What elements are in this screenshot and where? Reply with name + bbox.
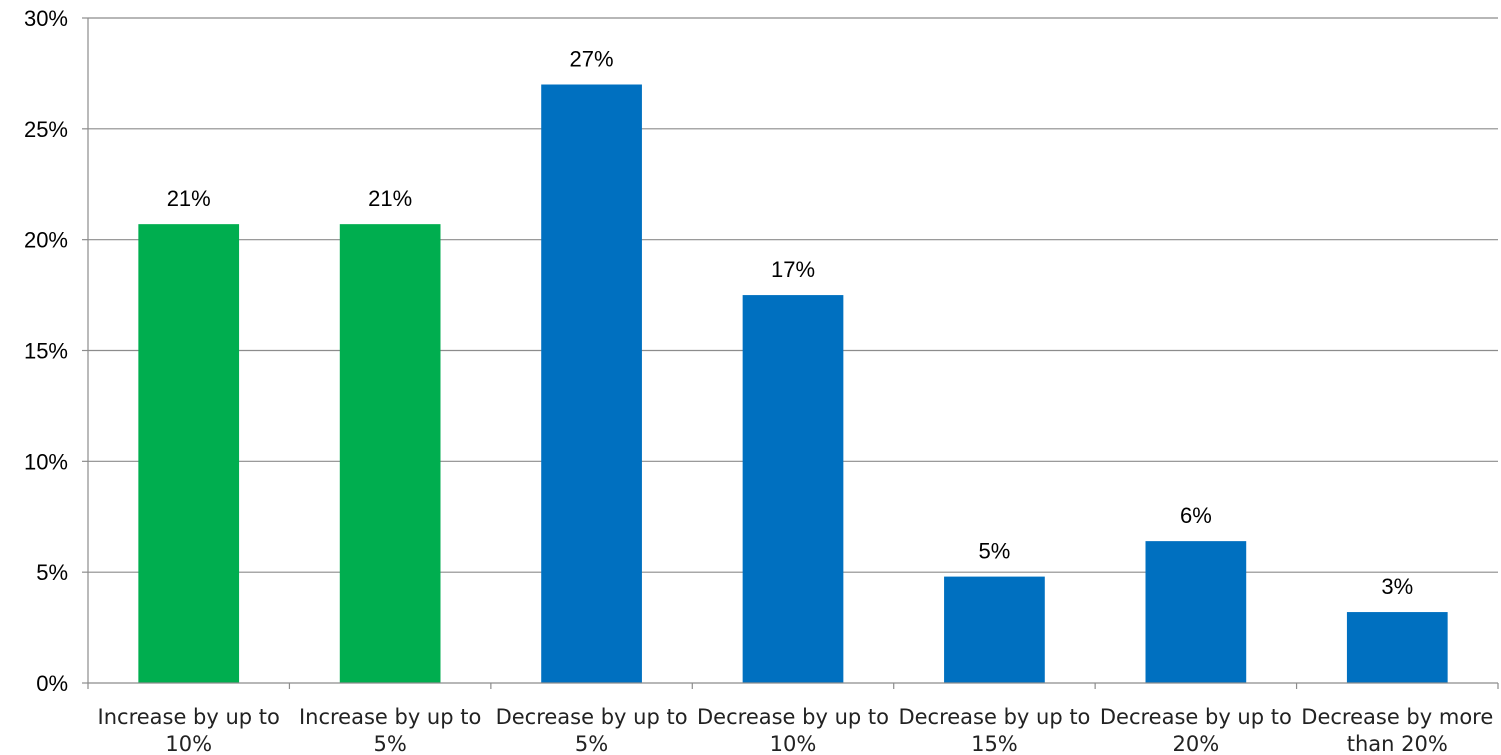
y-tick-label: 15% — [24, 339, 68, 364]
y-axis-ticks: 0% 5% 10% 15% 20% 25% 30% — [24, 6, 88, 696]
x-axis-ticks: Increase by up to 10% Increase by up to 5% D… — [87, 683, 1499, 755]
data-label: 21% — [368, 186, 412, 211]
x-category-label: Increase by up to 10% — [98, 705, 280, 755]
data-label: 17% — [771, 257, 815, 282]
x-category-label: Increase by up to 5% — [299, 705, 481, 755]
bar — [1346, 612, 1448, 683]
y-tick-label: 10% — [24, 449, 68, 474]
bar — [339, 224, 441, 683]
x-category-label: Decrease by up to 5% — [496, 705, 688, 755]
y-tick-label: 0% — [36, 671, 68, 696]
data-label: 21% — [167, 186, 211, 211]
data-label: 5% — [979, 539, 1011, 564]
bar — [1145, 541, 1247, 683]
bars — [138, 84, 1448, 683]
y-tick-label: 30% — [24, 6, 68, 31]
bar — [541, 84, 642, 683]
data-label: 27% — [570, 47, 614, 72]
x-category-label: Decrease by up to 20% — [1100, 705, 1292, 755]
x-category-label: Decrease by up to 10% — [697, 705, 889, 755]
data-label: 3% — [1381, 574, 1413, 599]
data-labels: 21% 21% 27% 17% 5% 6% 3% — [167, 47, 1413, 600]
data-label: 6% — [1180, 503, 1212, 528]
bar — [944, 576, 1045, 683]
axes — [87, 18, 1498, 684]
y-tick-label: 25% — [24, 117, 68, 142]
x-category-label: Decrease by more than 20% — [1301, 705, 1493, 755]
bar — [138, 224, 240, 683]
bar — [742, 295, 844, 683]
y-tick-label: 20% — [24, 228, 68, 253]
y-tick-label: 5% — [36, 560, 68, 585]
x-category-label: Decrease by up to 15% — [898, 705, 1090, 755]
